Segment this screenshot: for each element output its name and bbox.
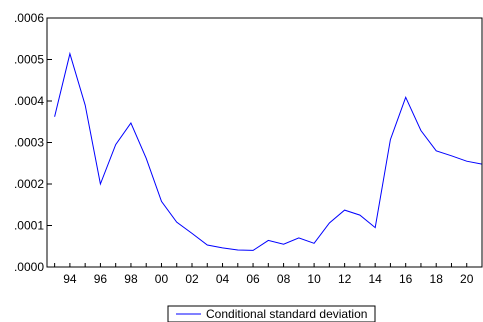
y-tick-label: .0005 bbox=[14, 53, 44, 67]
y-tick-label: .0006 bbox=[14, 11, 44, 25]
x-tick-label: 02 bbox=[185, 272, 199, 286]
y-axis-ticks: .0000 .0001 .0002 .0003 .0004 .0005 .0006 bbox=[14, 11, 52, 274]
legend-box bbox=[167, 305, 376, 322]
x-tick-label: 16 bbox=[399, 272, 413, 286]
y-tick-label: .0000 bbox=[14, 260, 44, 274]
x-tick-label: 04 bbox=[216, 272, 230, 286]
x-tick-label: 96 bbox=[94, 272, 108, 286]
x-tick-label: 08 bbox=[277, 272, 291, 286]
legend-label: Conditional standard deviation bbox=[206, 307, 367, 321]
plot-frame bbox=[46, 17, 483, 268]
x-axis-ticks: 94 96 98 00 02 04 06 08 10 12 14 16 18 20 bbox=[54, 263, 483, 286]
x-tick-label: 94 bbox=[63, 272, 77, 286]
y-tick-label: .0004 bbox=[14, 94, 44, 108]
y-tick-label: .0002 bbox=[14, 177, 44, 191]
legend: Conditional standard deviation bbox=[167, 305, 376, 322]
x-tick-label: 20 bbox=[460, 272, 474, 286]
x-tick-label: 06 bbox=[246, 272, 260, 286]
x-tick-label: 98 bbox=[124, 272, 138, 286]
y-tick-label: .0001 bbox=[14, 219, 44, 233]
x-tick-label: 18 bbox=[430, 272, 444, 286]
series-layer bbox=[54, 51, 483, 251]
x-tick-label: 00 bbox=[155, 272, 169, 286]
x-tick-label: 10 bbox=[307, 272, 321, 286]
y-tick-label: .0003 bbox=[14, 136, 44, 150]
x-tick-label: 12 bbox=[338, 272, 352, 286]
series-line bbox=[54, 51, 483, 251]
x-tick-label: 14 bbox=[368, 272, 382, 286]
